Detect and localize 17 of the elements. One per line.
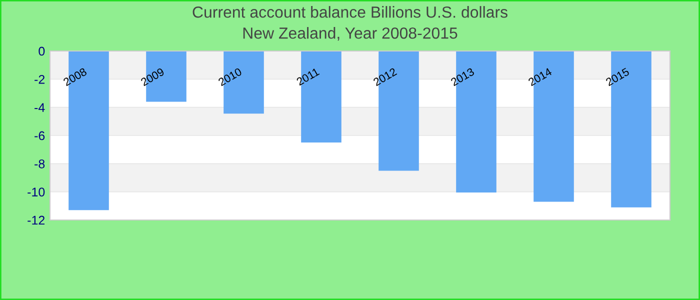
y-tick-label: -8 bbox=[34, 159, 45, 168]
x-tick-label: 2013 bbox=[450, 68, 475, 86]
x-tick-label: 2008 bbox=[62, 68, 88, 86]
y-tick-label: -6 bbox=[34, 131, 45, 140]
x-tick-label: 2011 bbox=[296, 68, 320, 86]
y-tick-label: -4 bbox=[34, 103, 45, 112]
y-tick-label: -2 bbox=[34, 74, 45, 84]
y-tick-label: -12 bbox=[28, 216, 45, 225]
y-tick-label: 0 bbox=[38, 46, 45, 56]
x-tick-label: 2014 bbox=[528, 67, 552, 86]
chart-subtitle: New Zealand, Year 2008-2015 bbox=[243, 27, 458, 41]
chart-title: Current account balance Billions U.S. dollars bbox=[192, 6, 508, 18]
x-tick-label: 2012 bbox=[372, 68, 398, 86]
y-tick-label: -10 bbox=[28, 188, 45, 196]
x-tick-label: 2009 bbox=[140, 68, 165, 86]
x-tick-label: 2010 bbox=[218, 68, 242, 86]
x-tick-label: 2015 bbox=[605, 68, 630, 86]
